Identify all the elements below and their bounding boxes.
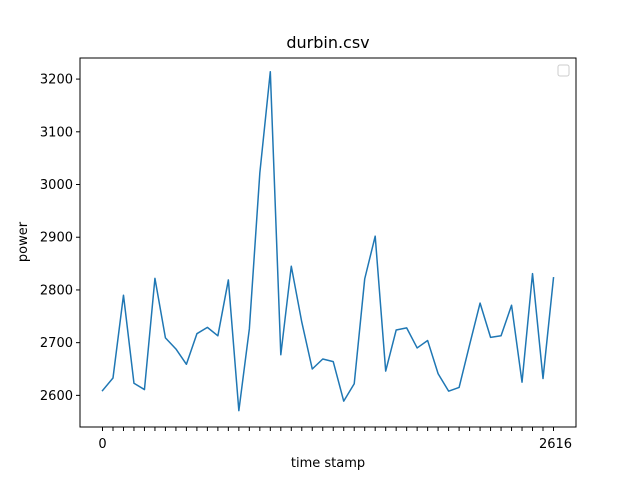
legend-box [557,64,570,77]
axes-frame [79,57,577,428]
y-tick-label: 3000 [40,178,73,193]
x-tick-label-last: 2616 [539,437,572,452]
y-tick-label: 2600 [40,389,73,404]
y-tick-label: 3100 [40,125,73,140]
plot-area: 2600 2700 2800 2900 3000 3100 3200 0 2616 [40,57,577,452]
series-line [101,70,555,412]
x-axis-label: time stamp [291,456,365,471]
axes-background [80,58,576,427]
y-tick-label: 2800 [40,283,73,298]
x-axis-ticks: 0 2616 [98,427,572,452]
y-axis-ticks: 2600 2700 2800 2900 3000 3100 3200 [40,73,80,404]
chart-title: durbin.csv [286,33,369,52]
y-tick-label: 3200 [40,73,73,88]
y-axis-label: power [16,221,31,262]
x-tick-label-first: 0 [98,437,106,452]
series-layer [101,70,555,412]
y-tick-label: 2700 [40,336,73,351]
y-tick-label: 2900 [40,231,73,246]
